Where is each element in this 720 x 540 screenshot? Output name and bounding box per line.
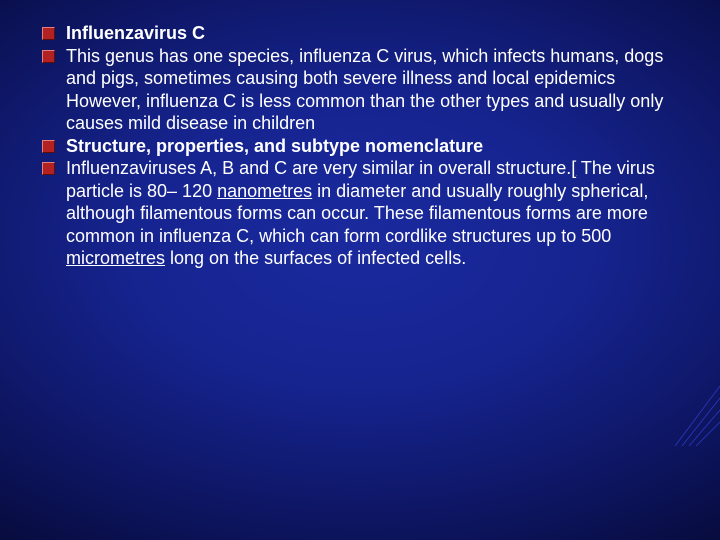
bullet-item-2: Structure, properties, and subtype nomen… [42,135,690,158]
bullet-list: Influenzavirus C This genus has one speci… [42,22,690,270]
text-run: micrometres [66,248,165,268]
bullet-item-3: Influenzaviruses A, B and C are very sim… [42,157,690,270]
text-run: Structure, properties, and subtype nomen… [66,136,483,156]
text-run: Influenzaviruses A, B and C are very sim… [66,158,571,178]
slide: Influenzavirus C This genus has one speci… [0,0,720,540]
corner-decoration [670,376,720,446]
text-run: Influenzavirus C [66,23,205,43]
text-run: nanometres [217,181,312,201]
text-run: long on the surfaces of infected cells. [165,248,466,268]
bullet-item-1: This genus has one species, influenza C … [42,45,690,135]
bullet-item-0: Influenzavirus C [42,22,690,45]
text-run: This genus has one species, influenza C … [66,46,663,134]
